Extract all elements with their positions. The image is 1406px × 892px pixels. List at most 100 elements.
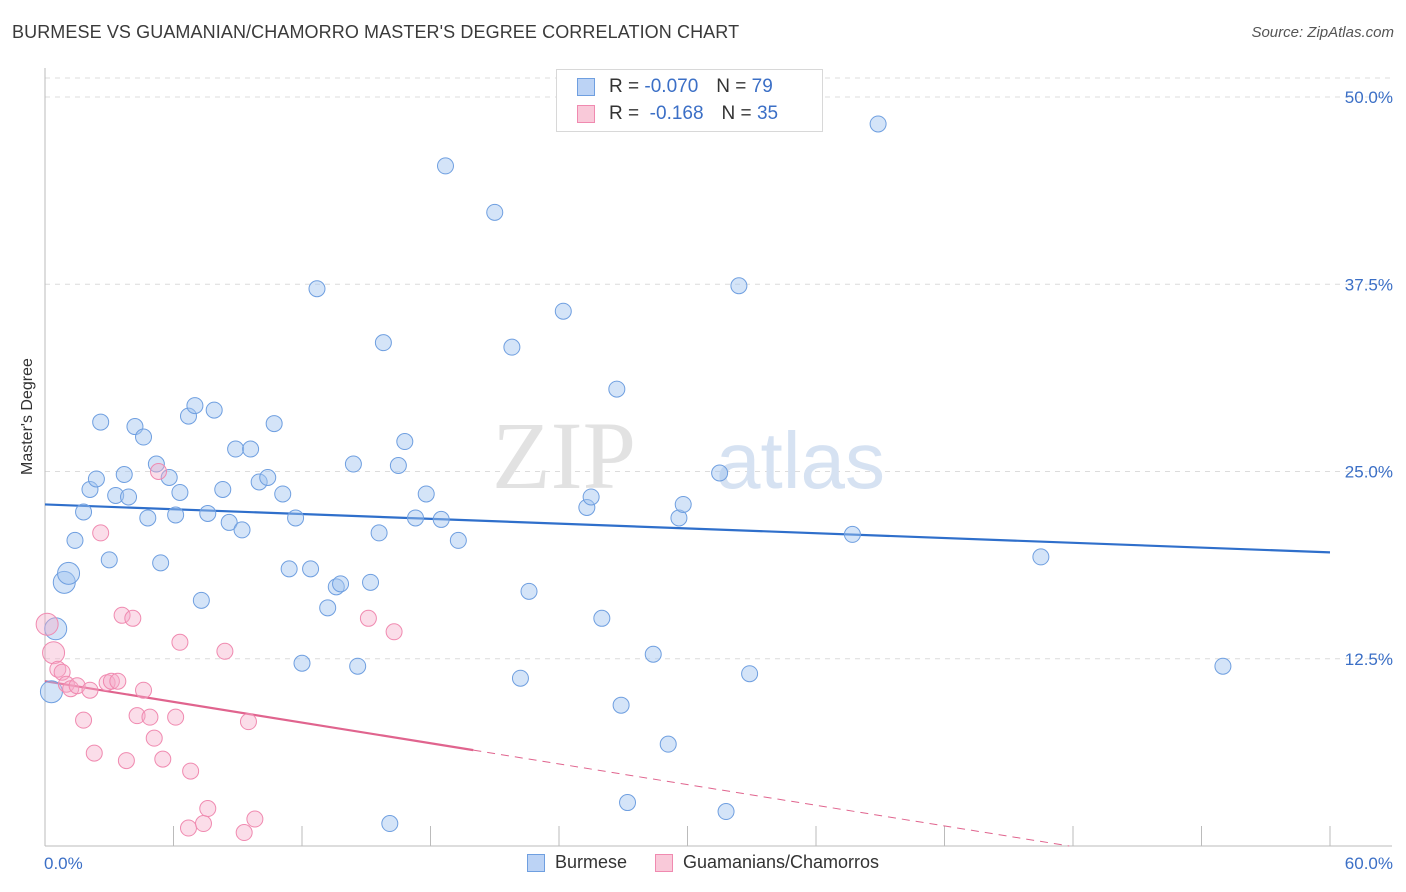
burmese-point xyxy=(407,509,425,527)
guamanian-trend-extension xyxy=(473,749,1070,847)
guamanian-swatch-icon xyxy=(654,853,673,872)
burmese-point xyxy=(332,575,350,593)
guamanian-point xyxy=(385,623,403,641)
y-tick-label: 37.5% xyxy=(1345,275,1393,294)
axes xyxy=(44,68,1392,847)
guamanian-point xyxy=(246,810,264,828)
guamanian-point xyxy=(124,609,142,627)
burmese-point xyxy=(259,468,277,486)
burmese-point xyxy=(199,504,217,522)
burmese-trend-line xyxy=(44,503,1331,554)
burmese-point xyxy=(511,669,529,687)
burmese-point xyxy=(449,531,467,549)
trend-lines xyxy=(44,503,1331,847)
burmese-point xyxy=(107,486,125,504)
burmese-point xyxy=(1032,548,1050,566)
guamanian-point xyxy=(150,463,168,480)
burmese-point xyxy=(554,302,572,320)
burmese-point xyxy=(436,157,454,175)
tick-labels: 12.5% 25.0% 37.5% 50.0% 0.0% 60.0% xyxy=(44,88,1393,873)
burmese-point xyxy=(593,609,611,627)
watermark: ZIP atlas xyxy=(492,402,885,509)
guamanian-point xyxy=(85,744,103,762)
burmese-point xyxy=(1214,657,1232,675)
legend-n-value: 79 xyxy=(751,76,773,97)
burmese-point xyxy=(115,465,133,483)
legend-r-label: R = xyxy=(609,103,640,124)
guamanian-point xyxy=(216,642,234,660)
burmese-point xyxy=(389,457,407,475)
burmese-point xyxy=(214,480,232,498)
burmese-point xyxy=(227,440,245,458)
burmese-point xyxy=(293,654,311,672)
guamanian-point xyxy=(113,606,131,624)
legend-label-burmese: Burmese xyxy=(554,852,627,872)
burmese-point xyxy=(349,657,367,675)
burmese-point xyxy=(659,735,677,753)
guamanian-point xyxy=(145,729,163,747)
burmese-point xyxy=(220,513,238,531)
burmese-point xyxy=(843,525,861,543)
burmese-swatch-icon xyxy=(577,78,595,96)
guamanian-point xyxy=(194,815,212,833)
burmese-point xyxy=(57,561,81,585)
burmese-point xyxy=(319,599,337,617)
burmese-point xyxy=(670,509,688,527)
burmese-point xyxy=(520,582,538,600)
burmese-point xyxy=(612,696,630,714)
guamanian-point xyxy=(92,524,110,542)
series-legend: Burmese Guamanians/Chamorros xyxy=(0,852,1406,873)
burmese-point xyxy=(417,485,435,503)
burmese-point xyxy=(171,483,189,501)
guamanian-point xyxy=(235,824,253,842)
burmese-point xyxy=(250,473,268,491)
guamanian-point xyxy=(199,800,217,818)
burmese-point xyxy=(152,554,170,572)
burmese-point xyxy=(608,380,626,398)
data-points xyxy=(35,115,1232,842)
chart-title: BURMESE VS GUAMANIAN/CHAMORRO MASTER'S D… xyxy=(12,22,740,42)
burmese-point xyxy=(730,277,748,295)
guamanian-point xyxy=(117,752,135,770)
burmese-point xyxy=(92,413,110,431)
burmese-point xyxy=(160,468,178,486)
burmese-point xyxy=(741,665,759,683)
x-tick-label: 0.0% xyxy=(44,854,83,873)
legend-item-burmese: Burmese xyxy=(526,852,627,873)
legend-r-value: -0.070 xyxy=(644,76,699,97)
burmese-point xyxy=(205,401,223,419)
guamanian-point xyxy=(239,713,257,731)
guamanian-point xyxy=(109,672,127,690)
guamanian-point xyxy=(81,681,99,699)
legend-row-burmese: R = -0.070 N = 79 xyxy=(577,75,773,99)
legend-r-value: -0.168 xyxy=(649,103,704,124)
burmese-point xyxy=(674,495,692,513)
burmese-point xyxy=(167,506,185,524)
legend-item-guamanian: Guamanians/Chamorros xyxy=(654,852,879,873)
burmese-point xyxy=(381,815,399,833)
burmese-point xyxy=(265,415,283,433)
guamanian-point xyxy=(359,609,377,627)
burmese-point xyxy=(396,433,414,451)
guamanian-trend-line xyxy=(44,680,474,752)
guamanian-point xyxy=(35,612,59,636)
legend-row-guamanian: R = -0.168 N = 35 xyxy=(577,102,778,126)
y-tick-label: 12.5% xyxy=(1345,650,1393,669)
guamanian-point xyxy=(154,750,172,768)
burmese-point xyxy=(66,531,84,549)
burmese-point xyxy=(81,480,99,498)
burmese-point xyxy=(302,560,320,578)
guamanian-point xyxy=(167,708,185,726)
burmese-swatch-icon xyxy=(526,853,545,872)
burmese-point xyxy=(374,334,392,352)
burmese-point xyxy=(869,115,887,133)
burmese-point xyxy=(179,407,197,425)
burmese-point xyxy=(582,488,600,506)
source-label: Source: ZipAtlas.com xyxy=(1251,24,1394,41)
burmese-point xyxy=(578,498,596,516)
burmese-point xyxy=(619,794,637,812)
correlation-legend: R = -0.070 N = 79 R = -0.168 N = 35 xyxy=(556,69,823,132)
burmese-point xyxy=(370,524,388,542)
guamanian-point xyxy=(68,677,86,695)
